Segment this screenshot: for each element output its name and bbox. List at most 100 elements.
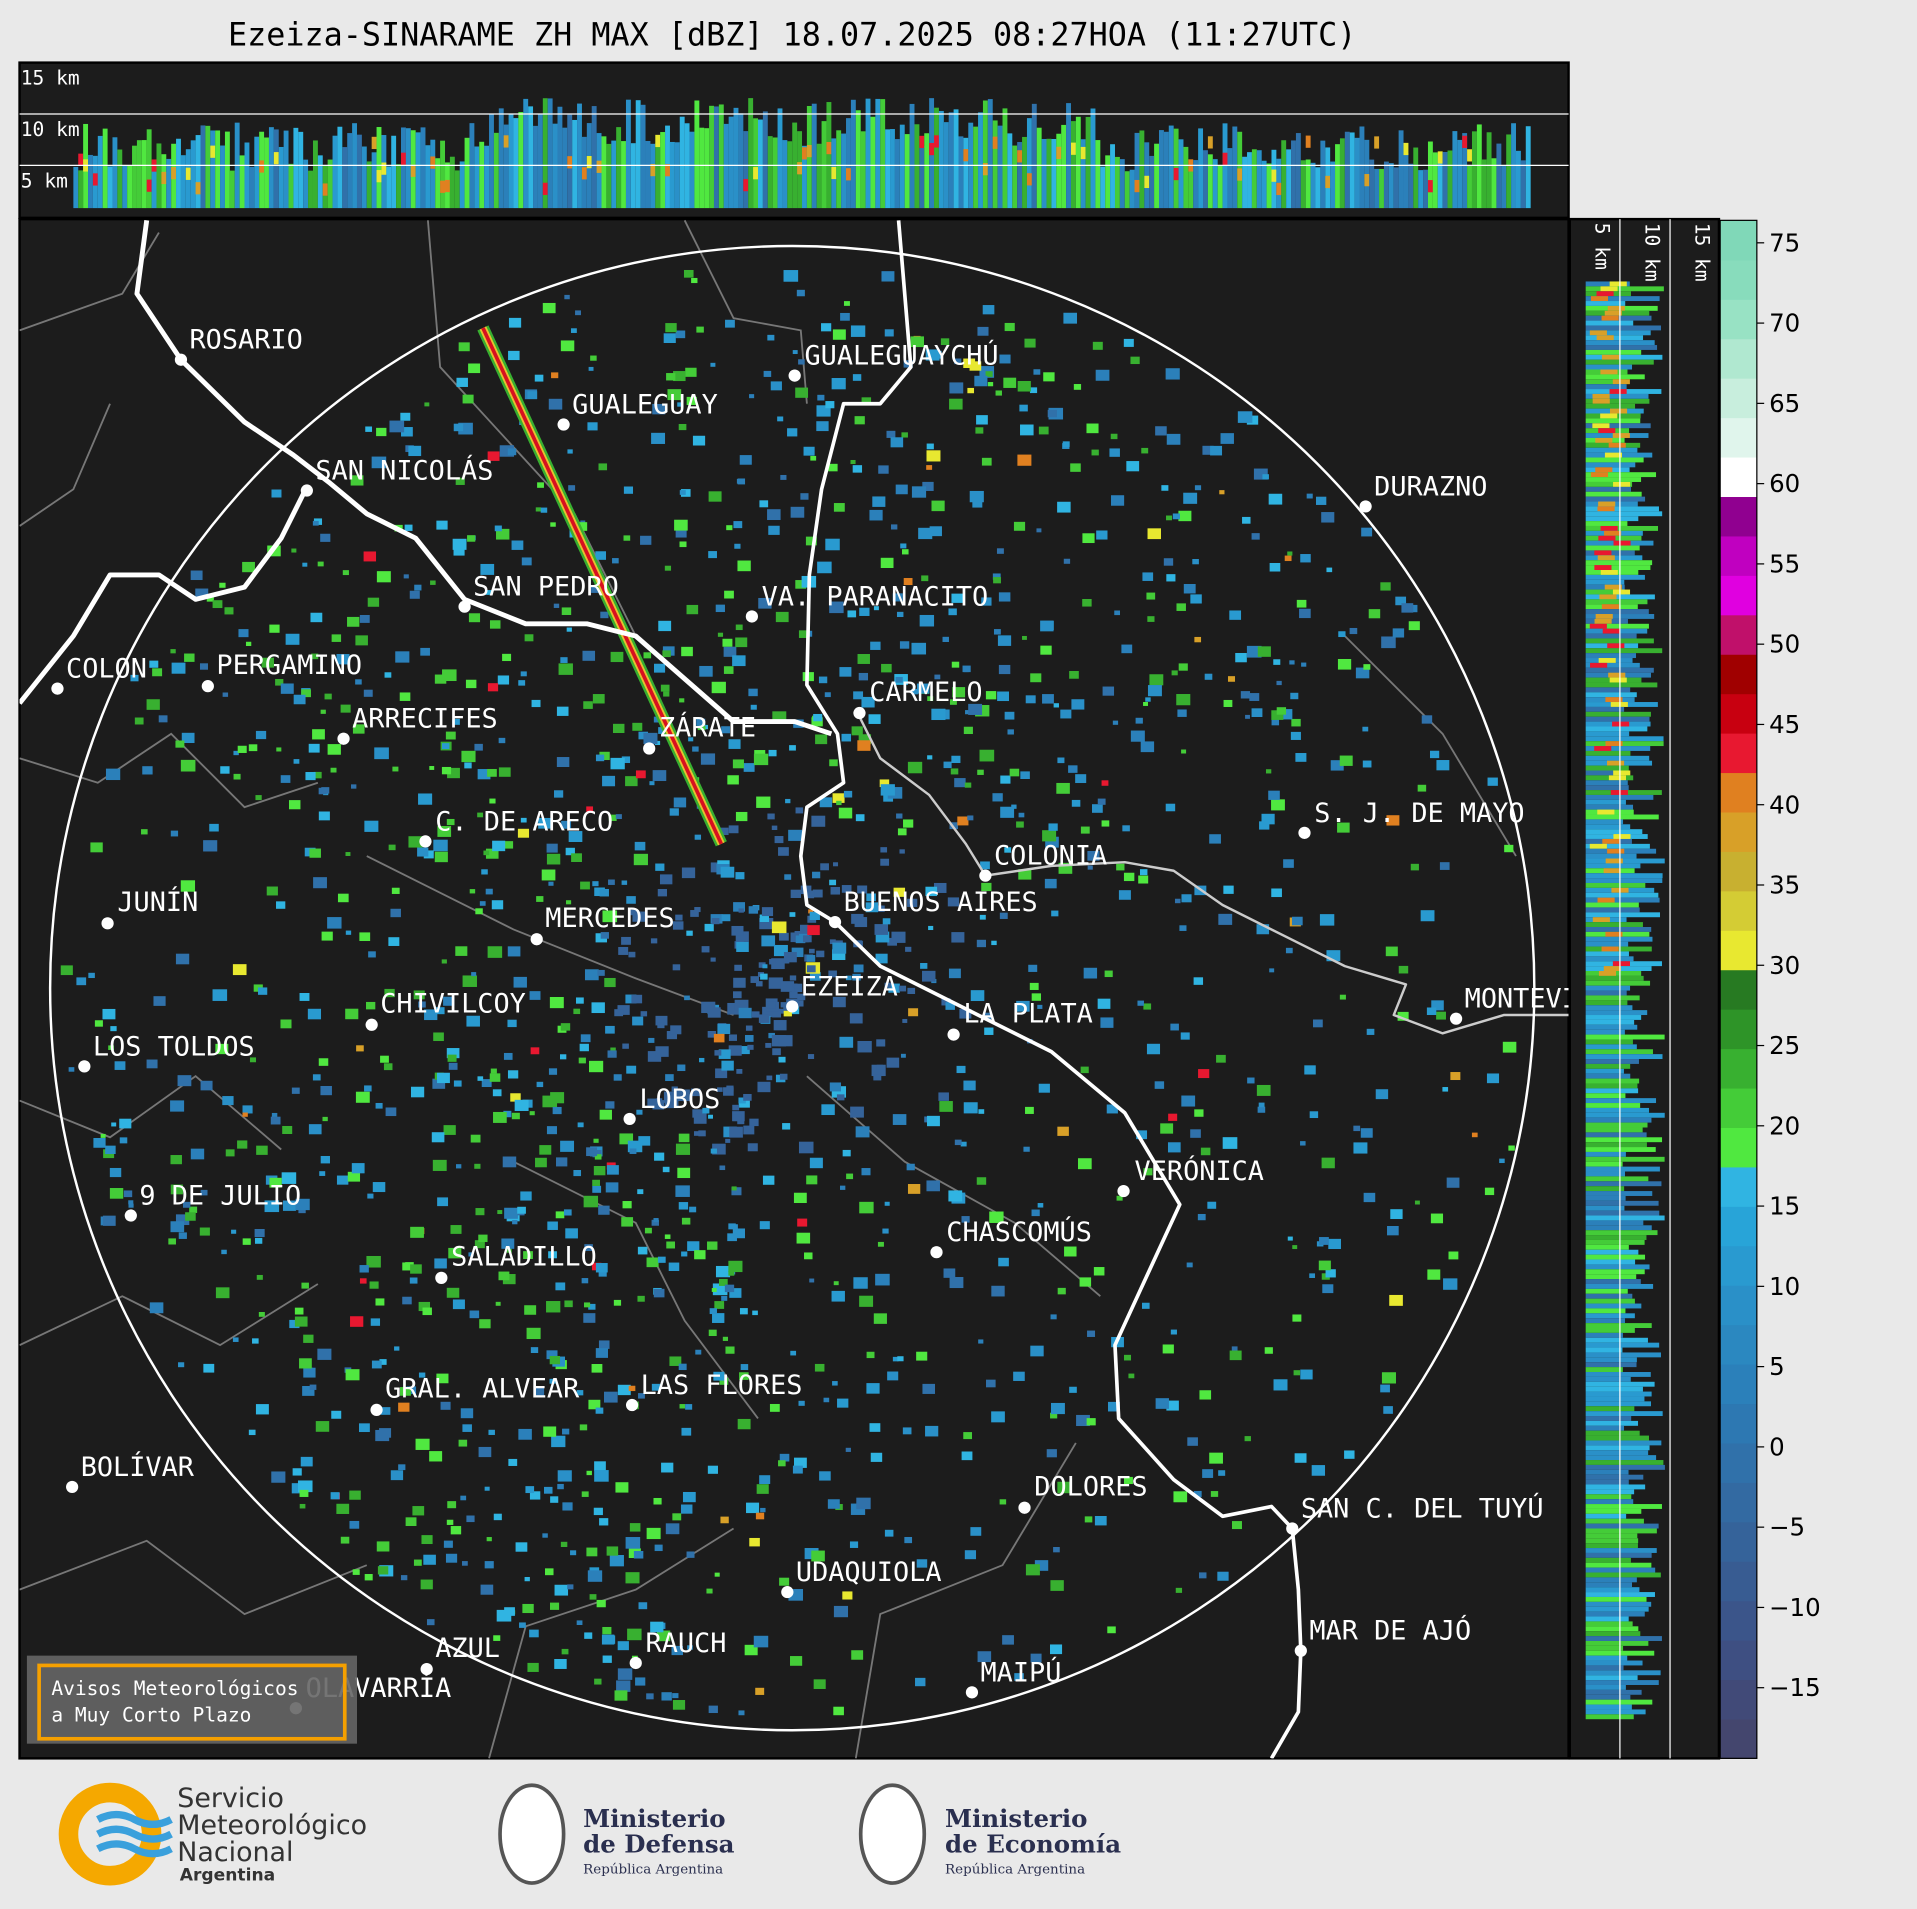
echo	[1366, 1028, 1375, 1035]
echo-row	[1585, 589, 1625, 595]
echo	[902, 1018, 908, 1023]
echo-column	[229, 170, 235, 209]
echo	[664, 565, 672, 571]
echo	[561, 607, 572, 615]
echo	[542, 1533, 548, 1538]
echo-column	[264, 137, 269, 209]
colorbar-band	[1720, 456, 1757, 498]
echo-column	[361, 146, 367, 209]
echo	[453, 546, 465, 556]
echo	[525, 1486, 535, 1494]
echo	[1219, 490, 1225, 495]
echo	[554, 1658, 567, 1669]
echo	[1414, 1200, 1420, 1205]
echo	[571, 853, 582, 862]
echo	[455, 477, 465, 485]
echo	[1284, 555, 1292, 562]
echo	[1484, 1187, 1495, 1196]
echo	[565, 1228, 578, 1239]
echo-row	[1585, 1274, 1637, 1280]
city-label: ROSARIO	[189, 325, 302, 356]
echo	[926, 443, 934, 450]
echo	[791, 947, 804, 958]
echo	[586, 1547, 598, 1557]
echo-column	[1364, 174, 1370, 187]
warning-box[interactable]	[26, 1655, 357, 1744]
echo	[291, 548, 297, 553]
echo-column	[1002, 108, 1008, 209]
echo-row	[1585, 648, 1663, 654]
echo	[1040, 645, 1052, 655]
colorbar-band	[1720, 1718, 1757, 1759]
echo	[400, 412, 411, 421]
colorbar-tick-label: 10	[1769, 1272, 1800, 1301]
echo	[1355, 667, 1370, 679]
colorbar-band	[1720, 1600, 1757, 1641]
echo-column	[875, 98, 881, 209]
echo	[311, 653, 319, 660]
echo	[664, 1234, 671, 1239]
echo	[580, 1034, 591, 1043]
echo	[1321, 512, 1335, 523]
echo	[783, 270, 799, 282]
echo	[655, 863, 665, 871]
echo	[759, 1221, 770, 1230]
echo	[367, 597, 380, 607]
echo-column	[762, 111, 768, 209]
echo	[153, 996, 166, 1006]
echo	[568, 485, 576, 491]
echo-column	[454, 170, 460, 209]
echo-column	[1207, 136, 1213, 149]
echo	[102, 1215, 116, 1226]
echo-row	[1585, 462, 1636, 468]
echo-row	[1601, 604, 1619, 610]
echo	[1296, 599, 1307, 608]
echo	[443, 1125, 456, 1135]
echo	[318, 1058, 329, 1066]
echo	[976, 939, 987, 948]
city-label: LOS TOLDOS	[93, 1031, 255, 1062]
echo-row	[1613, 540, 1631, 546]
echo-row	[1585, 1010, 1648, 1016]
echo-column	[156, 143, 162, 209]
echo	[897, 828, 907, 836]
echo-row	[1585, 1572, 1661, 1578]
echo	[514, 1099, 529, 1111]
echo	[809, 1278, 815, 1283]
echo-row	[1585, 296, 1660, 302]
echo	[887, 787, 903, 799]
echo-column	[674, 142, 680, 209]
echo	[1140, 741, 1155, 753]
echo	[724, 1284, 735, 1293]
echo	[717, 1023, 731, 1035]
echo	[758, 597, 772, 609]
echo	[1146, 592, 1156, 600]
echo	[963, 358, 976, 368]
echo	[592, 1185, 602, 1193]
echo	[951, 661, 960, 668]
echo-column	[430, 156, 436, 169]
echo	[1420, 910, 1435, 922]
echo-row	[1585, 1151, 1626, 1157]
echo	[884, 982, 892, 988]
echo	[734, 964, 742, 971]
echo	[1109, 448, 1120, 457]
echo	[282, 1200, 296, 1211]
echo-row	[1585, 633, 1637, 639]
echo-row	[1592, 423, 1610, 429]
echo	[495, 1301, 501, 1306]
echo	[922, 481, 934, 491]
echo-row	[1585, 1132, 1647, 1138]
echo	[888, 983, 900, 993]
echo-row	[1595, 437, 1613, 443]
echo	[1271, 719, 1280, 726]
echo-row	[1585, 354, 1663, 360]
echo	[594, 1461, 606, 1471]
echo	[261, 657, 274, 668]
echo	[933, 882, 947, 893]
echo-column	[195, 182, 201, 195]
echo	[576, 1390, 584, 1396]
echo	[790, 506, 805, 518]
echo	[729, 1288, 742, 1298]
echo	[128, 1203, 134, 1208]
